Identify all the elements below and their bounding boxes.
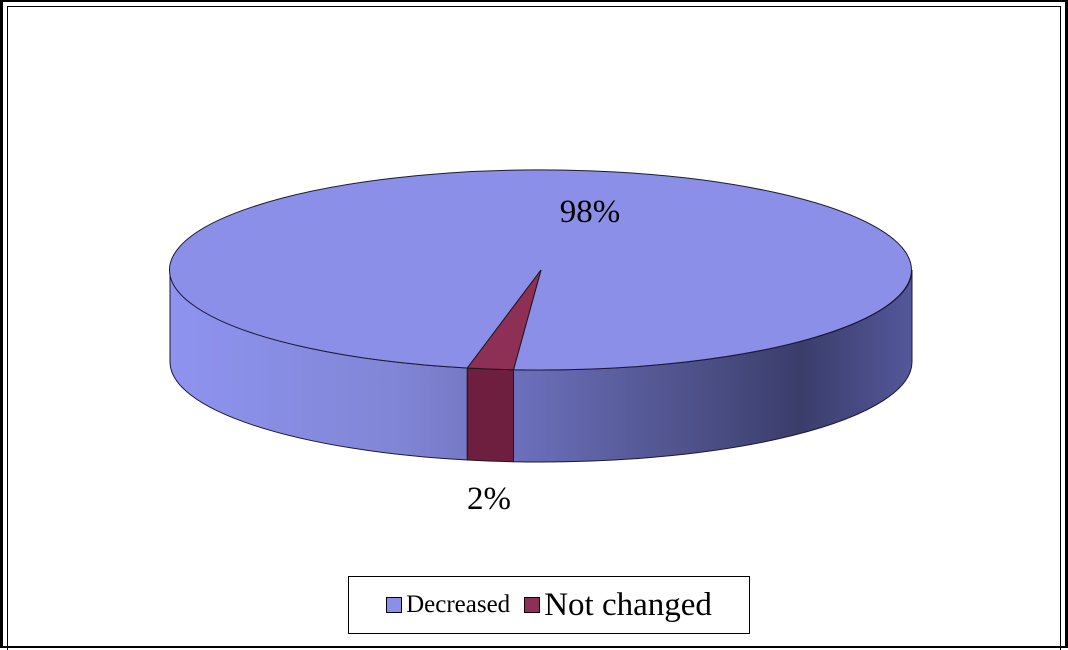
legend: Decreased Not changed — [348, 576, 750, 634]
pie-slice-side-not-changed — [466, 367, 514, 463]
legend-item-decreased: Decreased — [386, 591, 510, 619]
legend-label-decreased: Decreased — [406, 591, 511, 618]
legend-item-not-changed: Not changed — [524, 587, 712, 624]
data-label-decreased: 98% — [560, 194, 621, 230]
legend-label-not-changed: Not changed — [544, 586, 712, 623]
legend-swatch-not-changed — [524, 597, 541, 613]
data-label-not-changed: 2% — [467, 481, 511, 517]
pie-slice-not-changed — [466, 269, 542, 371]
legend-swatch-decreased — [386, 597, 403, 613]
